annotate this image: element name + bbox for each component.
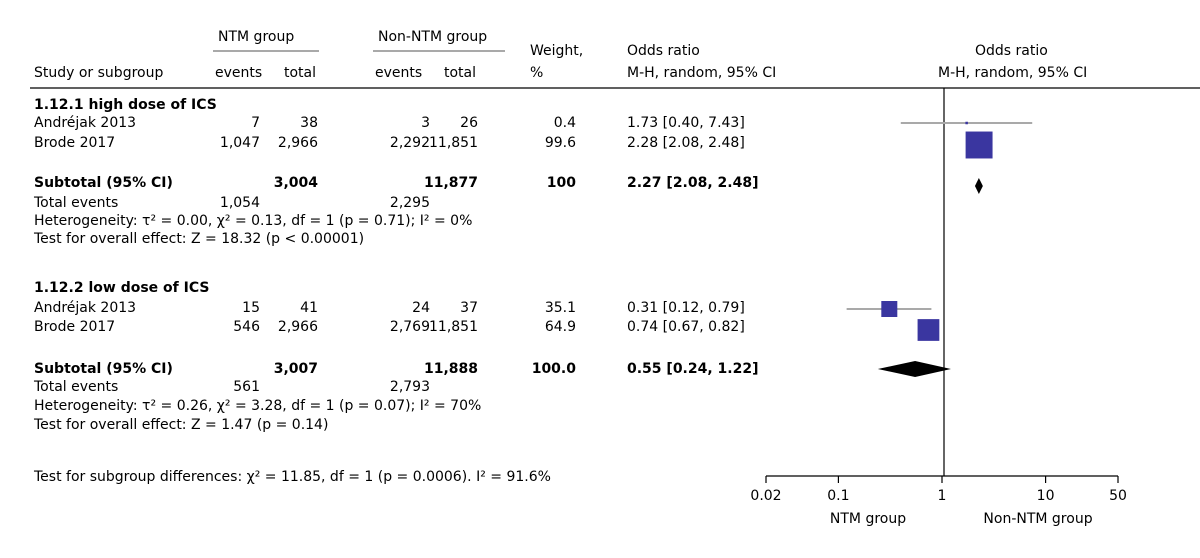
subtotal-odds-ratio-ci: 2.27 [2.08, 2.48] (627, 175, 759, 191)
study-name: Andréjak 2013 (34, 300, 137, 316)
overall-effect-text: Test for overall effect: Z = 18.32 (p < … (34, 231, 365, 247)
header-total-1: total (284, 65, 317, 81)
events-non-ntm: 3 (421, 115, 430, 131)
events-non-ntm: 2,769 (389, 319, 430, 335)
header-group1: NTM group (218, 29, 295, 45)
x-tick-label: 0.02 (750, 488, 781, 504)
header-group2: Non-NTM group (378, 29, 488, 45)
header-events-2: events (375, 65, 423, 81)
odds-ratio-ci: 1.73 [0.40, 7.43] (627, 115, 745, 131)
header-plot-line1: Odds ratio (975, 43, 1048, 59)
total-ntm: 38 (300, 115, 318, 131)
header-study: Study or subgroup (34, 65, 164, 81)
total-ntm: 2,966 (277, 135, 318, 151)
study-weight-square (965, 131, 993, 159)
x-tick-label: 10 (1037, 488, 1055, 504)
events-non-ntm: 2,292 (389, 135, 430, 151)
events-ntm: 1,047 (219, 135, 260, 151)
total-non-ntm: 37 (460, 300, 478, 316)
subtotal-total-ntm: 3,004 (273, 175, 318, 191)
header-plot-line2: M-H, random, 95% CI (938, 65, 1088, 81)
total-events-label: Total events (34, 379, 119, 395)
weight: 35.1 (544, 300, 576, 316)
subtotal-label: Subtotal (95% CI) (34, 361, 173, 377)
subgroup-differences-text: Test for subgroup differences: χ² = 11.8… (34, 469, 551, 485)
subtotal-odds-ratio-ci: 0.55 [0.24, 1.22] (627, 361, 759, 377)
subgroup-1-title: 1.12.1 high dose of ICS (34, 97, 217, 113)
total-events-non-ntm: 2,793 (389, 379, 430, 395)
subtotal-weight: 100 (546, 175, 576, 191)
subtotal-diamond (974, 178, 983, 194)
header-odds-ratio-line1: Odds ratio (627, 43, 700, 59)
heterogeneity-text: Heterogeneity: τ² = 0.00, χ² = 0.13, df … (34, 213, 473, 229)
weight: 99.6 (544, 135, 576, 151)
total-ntm: 2,966 (277, 319, 318, 335)
x-axis-right-label: Non-NTM group (983, 511, 1092, 527)
total-non-ntm: 11,851 (429, 319, 478, 335)
subtotal-total-non-ntm: 11,888 (423, 361, 478, 377)
study-name: Brode 2017 (34, 319, 116, 335)
total-events-ntm: 561 (233, 379, 260, 395)
subtotal-total-ntm: 3,007 (273, 361, 318, 377)
subtotal-diamond (877, 361, 951, 377)
header-events-1: events (215, 65, 263, 81)
total-events-ntm: 1,054 (219, 195, 260, 211)
events-ntm: 7 (251, 115, 260, 131)
subtotal-weight: 100.0 (531, 361, 576, 377)
x-tick-label: 0.1 (827, 488, 849, 504)
study-name: Brode 2017 (34, 135, 116, 151)
header-group1-underline (213, 50, 319, 52)
header-total-2: total (444, 65, 477, 81)
study-weight-square (965, 121, 968, 125)
header-weight-line1: Weight, (530, 43, 584, 59)
forest-marks (846, 121, 1033, 377)
weight: 0.4 (553, 115, 576, 131)
study-weight-square (881, 301, 898, 317)
total-non-ntm: 11,851 (429, 135, 478, 151)
header-odds-ratio-line2: M-H, random, 95% CI (627, 65, 777, 81)
x-axis-left-label: NTM group (830, 511, 906, 527)
events-ntm: 546 (233, 319, 260, 335)
x-tick-label: 1 (938, 488, 947, 504)
heterogeneity-text: Heterogeneity: τ² = 0.26, χ² = 3.28, df … (34, 398, 482, 414)
study-weight-square (917, 319, 940, 341)
events-non-ntm: 24 (412, 300, 430, 316)
total-ntm: 41 (300, 300, 318, 316)
subtotal-total-non-ntm: 11,877 (423, 175, 478, 191)
x-tick-label: 50 (1109, 488, 1127, 504)
weight: 64.9 (544, 319, 576, 335)
odds-ratio-ci: 0.31 [0.12, 0.79] (627, 300, 745, 316)
overall-effect-text: Test for overall effect: Z = 1.47 (p = 0… (34, 417, 329, 433)
header-weight-line2: % (530, 65, 544, 81)
subgroup-2-title: 1.12.2 low dose of ICS (34, 280, 210, 296)
header-group2-underline (373, 50, 505, 52)
total-events-non-ntm: 2,295 (389, 195, 430, 211)
total-non-ntm: 26 (460, 115, 478, 131)
x-axis-ticks: 0.02 0.1 1 10 50 (750, 476, 1127, 504)
odds-ratio-ci: 0.74 [0.67, 0.82] (627, 319, 745, 335)
odds-ratio-ci: 2.28 [2.08, 2.48] (627, 135, 745, 151)
total-events-label: Total events (34, 195, 119, 211)
subtotal-label: Subtotal (95% CI) (34, 175, 173, 191)
study-name: Andréjak 2013 (34, 115, 137, 131)
events-ntm: 15 (242, 300, 260, 316)
